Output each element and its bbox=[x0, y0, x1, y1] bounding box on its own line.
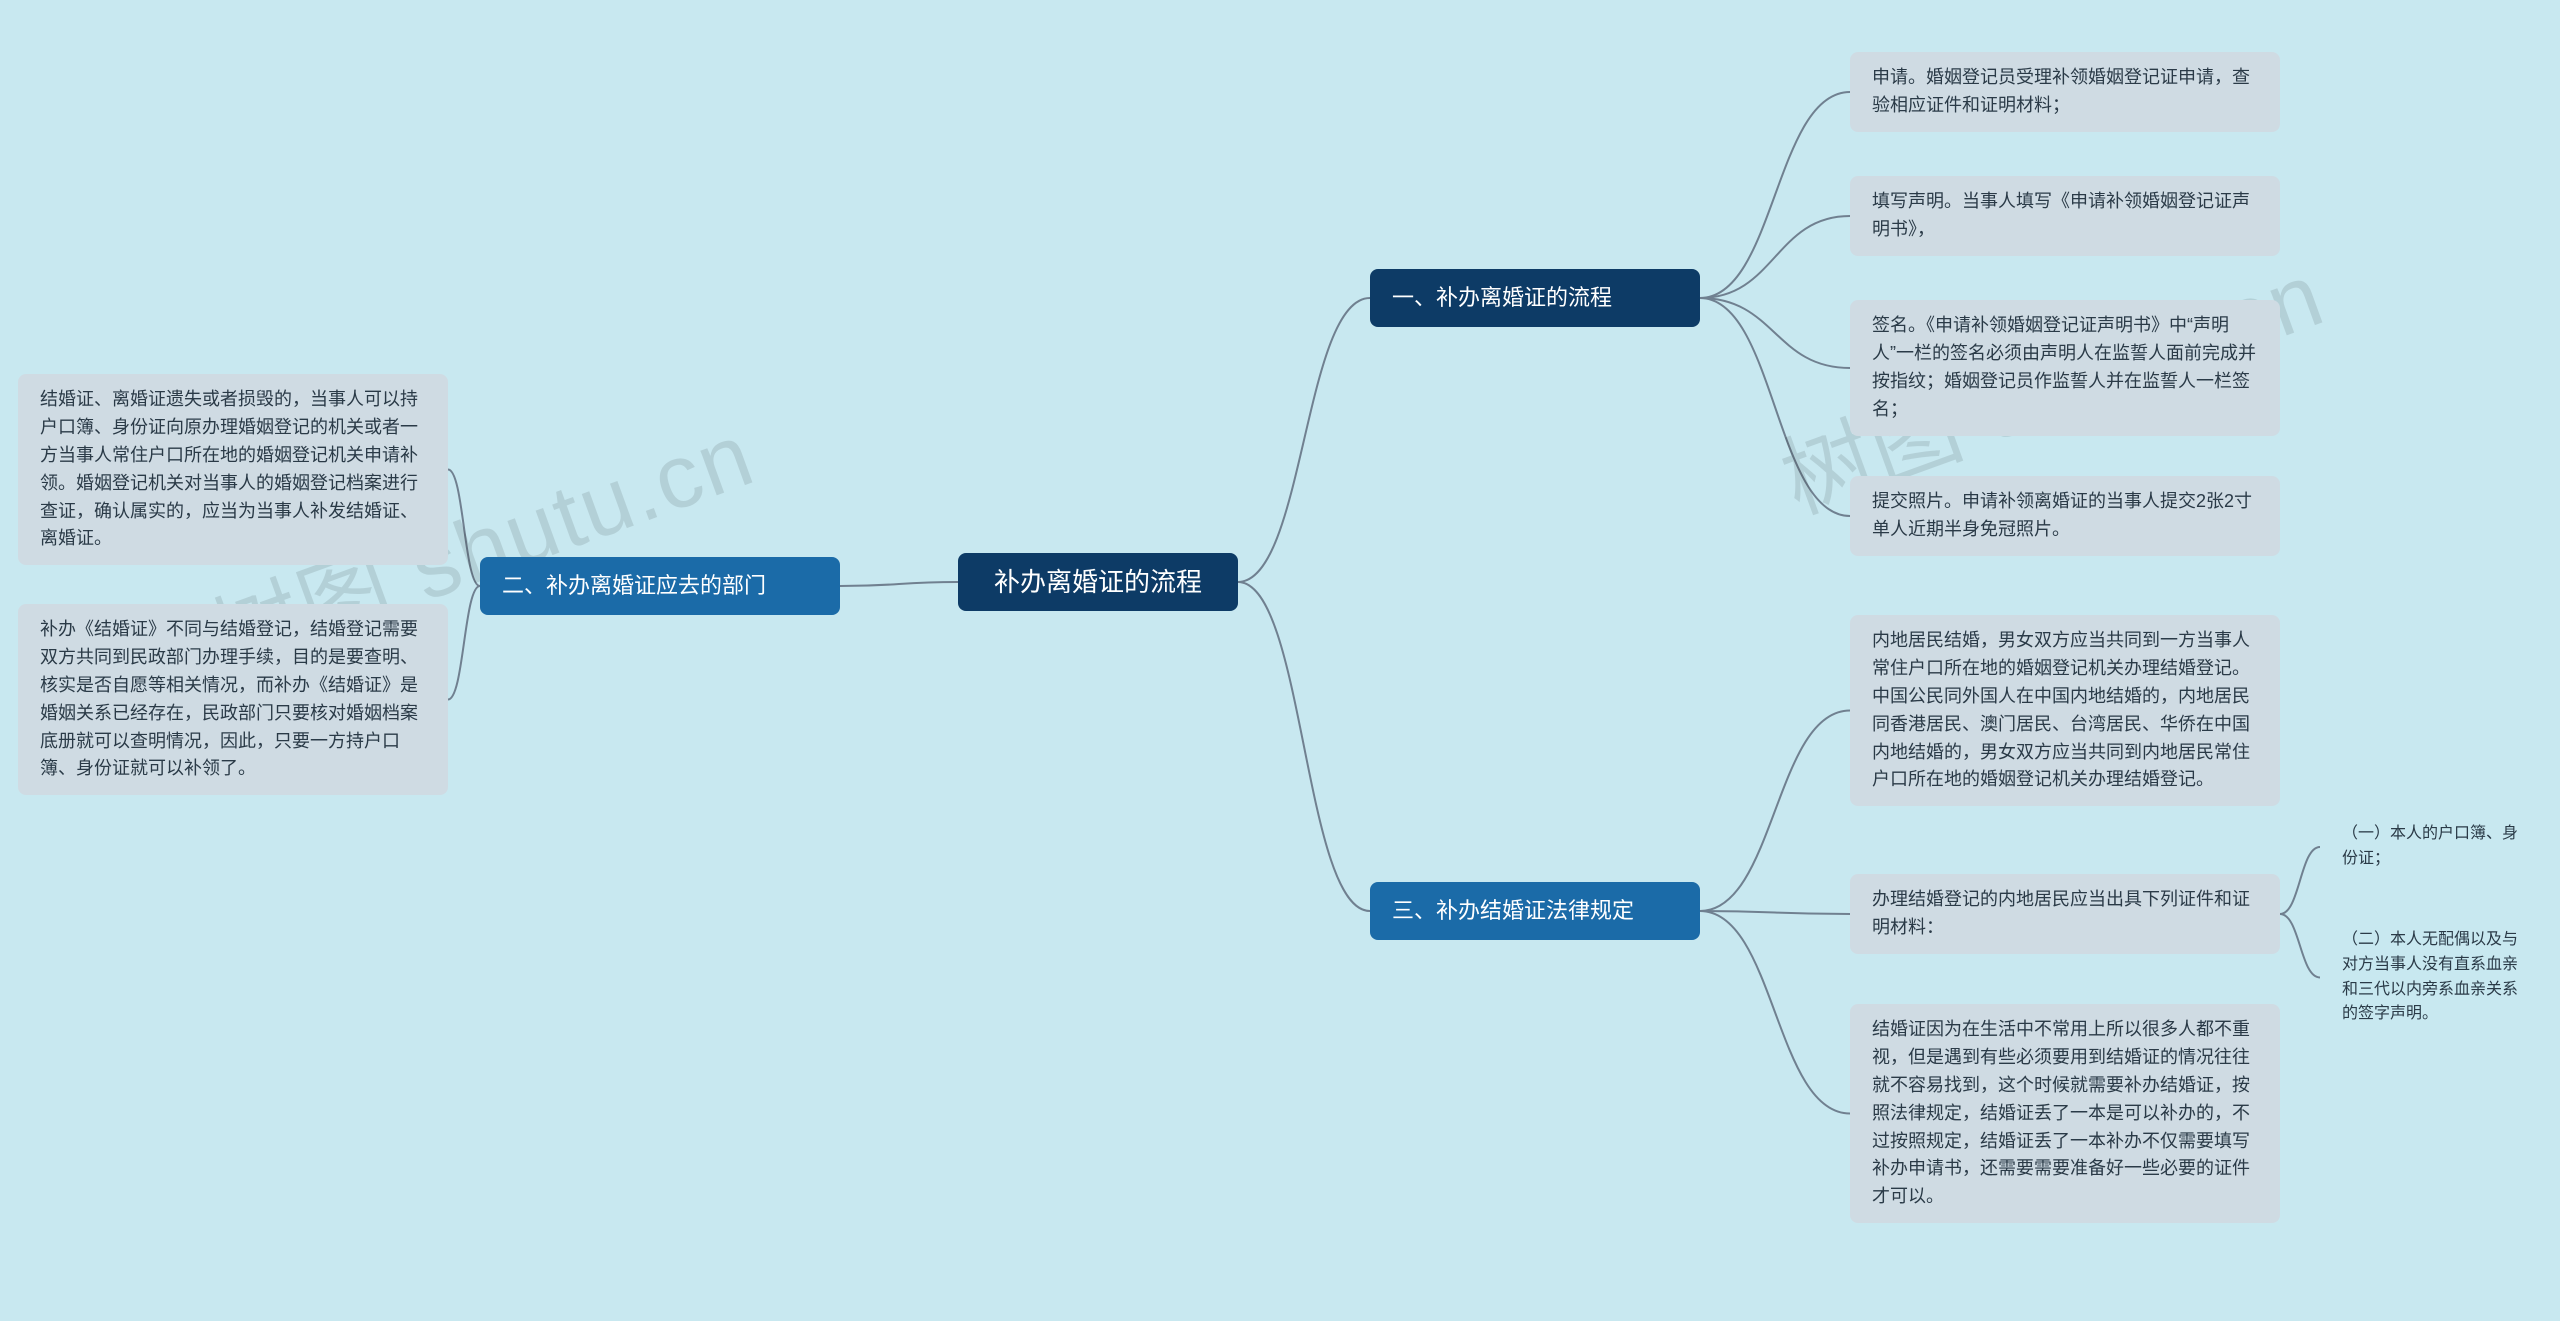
node-text: 内地居民结婚，男女双方应当共同到一方当事人常住户口所在地的婚姻登记机关办理结婚登… bbox=[1872, 630, 2250, 789]
node-text: 三、补办结婚证法律规定 bbox=[1392, 898, 1634, 923]
edge-sec1-to-s1b bbox=[1700, 216, 1850, 298]
node-text: （一）本人的户口簿、身份证； bbox=[2342, 825, 2518, 867]
node-s2a[interactable]: 结婚证、离婚证遗失或者损毁的，当事人可以持户口簿、身份证向原办理婚姻登记的机关或… bbox=[18, 374, 448, 565]
edge-sec2-to-s2a bbox=[448, 470, 480, 587]
edge-sec1-to-s1d bbox=[1700, 298, 1850, 516]
edge-root-to-sec1 bbox=[1238, 298, 1370, 582]
node-s3b2[interactable]: （二）本人无配偶以及与对方当事人没有直系血亲和三代以内旁系血亲关系的签字声明。 bbox=[2320, 916, 2540, 1039]
node-text: 申请。婚姻登记员受理补领婚姻登记证申请，查验相应证件和证明材料； bbox=[1872, 67, 2250, 115]
node-text: 办理结婚登记的内地居民应当出具下列证件和证明材料： bbox=[1872, 889, 2250, 937]
node-s1d[interactable]: 提交照片。申请补领离婚证的当事人提交2张2寸单人近期半身免冠照片。 bbox=[1850, 476, 2280, 556]
node-text: 补办《结婚证》不同与结婚登记，结婚登记需要双方共同到民政部门办理手续，目的是要查… bbox=[40, 619, 418, 778]
edge-sec3-to-s3c bbox=[1700, 911, 1850, 1114]
edge-sec3-to-s3b bbox=[1700, 911, 1850, 914]
node-sec3[interactable]: 三、补办结婚证法律规定 bbox=[1370, 882, 1700, 940]
node-s3b[interactable]: 办理结婚登记的内地居民应当出具下列证件和证明材料： bbox=[1850, 874, 2280, 954]
node-s2b[interactable]: 补办《结婚证》不同与结婚登记，结婚登记需要双方共同到民政部门办理手续，目的是要查… bbox=[18, 604, 448, 795]
edge-s3b-to-s3b2 bbox=[2280, 914, 2320, 978]
node-text: 结婚证因为在生活中不常用上所以很多人都不重视，但是遇到有些必须要用到结婚证的情况… bbox=[1872, 1019, 2250, 1206]
node-s1a[interactable]: 申请。婚姻登记员受理补领婚姻登记证申请，查验相应证件和证明材料； bbox=[1850, 52, 2280, 132]
edge-root-to-sec3 bbox=[1238, 582, 1370, 911]
node-s3a[interactable]: 内地居民结婚，男女双方应当共同到一方当事人常住户口所在地的婚姻登记机关办理结婚登… bbox=[1850, 615, 2280, 806]
edge-s3b-to-s3b1 bbox=[2280, 847, 2320, 914]
edge-sec1-to-s1c bbox=[1700, 298, 1850, 368]
node-sec1[interactable]: 一、补办离婚证的流程 bbox=[1370, 269, 1700, 327]
node-s1c[interactable]: 签名。《申请补领婚姻登记证声明书》中“声明人”一栏的签名必须由声明人在监誓人面前… bbox=[1850, 300, 2280, 436]
node-s3c[interactable]: 结婚证因为在生活中不常用上所以很多人都不重视，但是遇到有些必须要用到结婚证的情况… bbox=[1850, 1004, 2280, 1223]
node-text: 二、补办离婚证应去的部门 bbox=[502, 573, 766, 598]
edge-sec2-to-s2b bbox=[448, 586, 480, 700]
node-text: （二）本人无配偶以及与对方当事人没有直系血亲和三代以内旁系血亲关系的签字声明。 bbox=[2342, 931, 2518, 1022]
node-root[interactable]: 补办离婚证的流程 bbox=[958, 553, 1238, 611]
mindmap-stage: 树图 shutu.cn树图 shutu.cn 补办离婚证的流程一、补办离婚证的流… bbox=[0, 0, 2560, 1321]
node-text: 提交照片。申请补领离婚证的当事人提交2张2寸单人近期半身免冠照片。 bbox=[1872, 491, 2252, 539]
node-text: 补办离婚证的流程 bbox=[994, 562, 1202, 602]
edge-sec3-to-s3a bbox=[1700, 711, 1850, 912]
node-text: 签名。《申请补领婚姻登记证声明书》中“声明人”一栏的签名必须由声明人在监誓人面前… bbox=[1872, 315, 2256, 419]
edge-sec1-to-s1a bbox=[1700, 92, 1850, 298]
edge-root-to-sec2 bbox=[840, 582, 958, 586]
node-s3b1[interactable]: （一）本人的户口簿、身份证； bbox=[2320, 810, 2540, 884]
node-s1b[interactable]: 填写声明。当事人填写《申请补领婚姻登记证声明书》， bbox=[1850, 176, 2280, 256]
node-text: 一、补办离婚证的流程 bbox=[1392, 285, 1612, 310]
node-text: 结婚证、离婚证遗失或者损毁的，当事人可以持户口簿、身份证向原办理婚姻登记的机关或… bbox=[40, 389, 418, 548]
node-sec2[interactable]: 二、补办离婚证应去的部门 bbox=[480, 557, 840, 615]
node-text: 填写声明。当事人填写《申请补领婚姻登记证声明书》， bbox=[1872, 191, 2250, 239]
